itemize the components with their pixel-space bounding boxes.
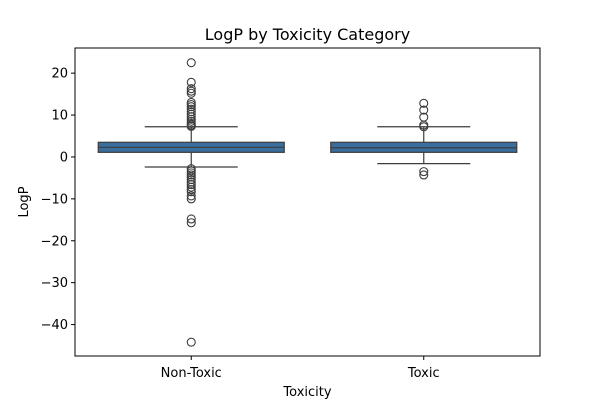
y-tick-label: −20 — [41, 234, 68, 249]
outlier-point — [186, 88, 196, 98]
outlier-point — [186, 180, 196, 190]
y-tick-label: −10 — [41, 192, 68, 207]
y-tick-label: −40 — [41, 318, 68, 333]
outlier-point — [186, 191, 196, 201]
boxes-group — [97, 58, 518, 347]
y-tick-label: −30 — [41, 276, 68, 291]
x-axis-label: Toxicity — [282, 385, 331, 400]
outlier-point — [419, 98, 429, 108]
box-non-toxic — [97, 58, 285, 347]
outlier-point — [419, 167, 429, 177]
outlier-point — [186, 58, 196, 68]
outlier-point — [186, 77, 196, 87]
y-axis: 20 10 0 −10 −20 −30 −40 — [41, 67, 75, 333]
x-axis: Non-Toxic Toxic — [161, 356, 440, 381]
outlier-point — [186, 109, 196, 119]
outlier-point — [186, 84, 196, 94]
outlier-point — [186, 337, 196, 347]
x-tick-label: Non-Toxic — [161, 366, 222, 381]
y-tick-label: 10 — [51, 109, 68, 124]
outlier-point — [186, 182, 196, 192]
x-tick-label: Toxic — [407, 366, 440, 381]
y-axis-label: LogP — [17, 186, 32, 217]
outlier-point — [419, 122, 429, 132]
y-tick-label: 0 — [60, 150, 68, 165]
outlier-point — [419, 170, 429, 180]
y-tick-label: 20 — [51, 67, 68, 82]
chart-title: LogP by Toxicity Category — [205, 25, 410, 44]
outlier-point — [186, 218, 196, 228]
outlier-point — [186, 121, 196, 131]
outlier-point — [186, 194, 196, 204]
outlier-point — [419, 105, 429, 115]
outlier-point — [186, 187, 196, 197]
outlier-point — [186, 214, 196, 224]
box-toxic — [330, 98, 518, 180]
plot-frame — [74, 47, 541, 357]
